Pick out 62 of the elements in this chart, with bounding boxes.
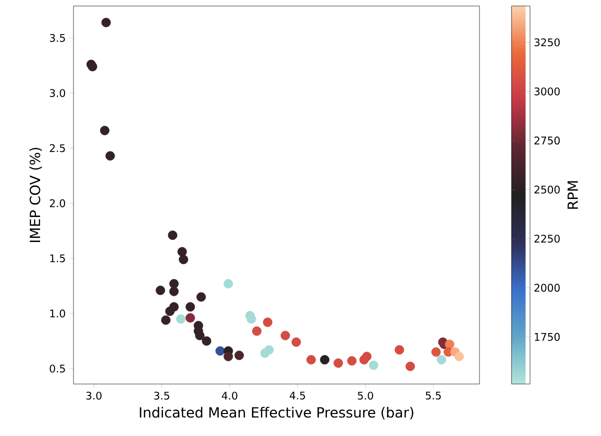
point: [291, 337, 301, 347]
point: [202, 336, 212, 346]
point: [362, 352, 372, 362]
point: [195, 330, 204, 340]
color-bar-label: 2750: [534, 136, 560, 144]
point: [234, 350, 244, 360]
point: [436, 355, 446, 364]
color-bar-label: 1750: [534, 332, 560, 341]
y-axis-title: IMEP COV (%): [29, 148, 42, 242]
point: [176, 314, 186, 324]
point: [177, 247, 187, 256]
x-tick-label: 4.0: [222, 392, 238, 400]
point: [178, 254, 188, 264]
point: [101, 18, 111, 28]
point: [454, 352, 464, 362]
color-bar-label: 2250: [534, 234, 560, 243]
point: [186, 313, 195, 323]
point: [368, 360, 378, 370]
color-bar-label: 2000: [534, 284, 560, 292]
point: [165, 306, 175, 316]
point: [105, 151, 115, 161]
color-bar-label: 3250: [534, 38, 560, 46]
point: [320, 355, 330, 364]
y-tick-label: 3.0: [50, 89, 66, 98]
point: [196, 292, 206, 302]
point: [224, 352, 233, 362]
point: [246, 314, 256, 324]
point: [161, 315, 171, 325]
point: [280, 330, 290, 340]
point: [264, 345, 274, 355]
point: [334, 358, 343, 368]
color-bar-label: 2500: [534, 186, 560, 194]
y-tick-label: 0.5: [50, 364, 65, 373]
point: [156, 286, 166, 296]
point: [394, 345, 404, 355]
point: [169, 279, 179, 288]
point: [262, 318, 272, 327]
point: [444, 340, 454, 350]
color-bar-label: 3000: [534, 87, 560, 96]
point: [100, 126, 110, 136]
point: [186, 302, 195, 312]
point: [306, 355, 316, 364]
x-tick-label: 3.5: [154, 392, 170, 400]
y-tick-label: 1.0: [50, 309, 66, 318]
point: [168, 230, 178, 240]
color-bar-title: RPM: [568, 181, 578, 209]
y-tick-label: 2.5: [50, 144, 65, 152]
point: [431, 347, 441, 357]
point: [224, 279, 233, 288]
y-tick-label: 2.0: [50, 199, 66, 208]
x-tick-label: 5.0: [358, 392, 374, 400]
x-axis-title: Indicated Mean Effective Pressure (bar): [140, 406, 414, 420]
point: [215, 346, 225, 356]
point: [252, 326, 262, 336]
x-tick-label: 3.0: [86, 392, 102, 400]
x-tick-label: 4.5: [290, 392, 305, 400]
point: [169, 286, 179, 296]
y-tick-label: 3.5: [50, 34, 65, 42]
y-tick-label: 1.5: [50, 254, 65, 262]
point: [347, 356, 357, 366]
x-tick-label: 5.5: [426, 392, 441, 400]
point: [406, 362, 415, 372]
